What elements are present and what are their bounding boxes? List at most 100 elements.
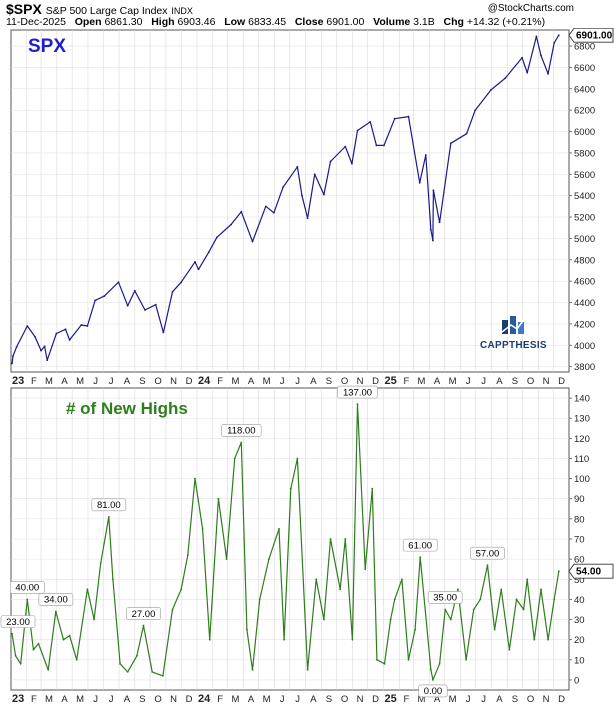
price-data-point: [55, 332, 58, 335]
price-ytick-label: 4200: [574, 319, 595, 330]
price-data-point: [375, 144, 378, 147]
price-data-point: [68, 339, 71, 341]
highs-data-point: [371, 487, 374, 490]
highs-data-point: [296, 457, 299, 460]
date: 11-Dec-2025: [6, 16, 66, 28]
highs-data-point: [389, 618, 392, 621]
highs-annotation-box: [126, 607, 161, 620]
highs-data-point: [142, 624, 145, 627]
price-data-point: [86, 325, 89, 327]
price-data-point: [521, 56, 524, 59]
price-data-point: [356, 129, 359, 132]
price-xtick-label: O: [341, 376, 348, 387]
watermark: @StockCharts.com: [487, 3, 574, 14]
price-data-point: [46, 359, 49, 362]
highs-annotation: 34.00: [38, 593, 74, 606]
logo-bar: [502, 320, 508, 334]
symbol: $SPX: [6, 1, 42, 17]
highs-data-point: [486, 564, 489, 567]
highs-data-point: [540, 588, 542, 591]
price-data-point: [171, 290, 174, 293]
highs-data-point: [217, 497, 220, 500]
highs-ytick-label: 50: [574, 575, 585, 586]
highs-data-point: [493, 628, 496, 631]
price-data-point: [251, 240, 254, 243]
highs-data-point: [54, 610, 57, 613]
highs-data-point: [119, 662, 121, 665]
highs-data-point: [62, 638, 65, 641]
price-data-point: [64, 328, 67, 331]
highs-data-point: [322, 618, 325, 621]
price-xtick-label: M: [76, 376, 84, 387]
price-last-value-text: 6901.00: [576, 31, 613, 42]
highs-data-point: [240, 441, 243, 444]
chg-value: +14.32 (+0.21%): [466, 16, 546, 28]
highs-data-point: [557, 570, 560, 573]
price-data-point: [322, 193, 325, 196]
logo-trend-line: [501, 317, 526, 333]
highs-data-point: [515, 598, 518, 601]
price-data-point: [12, 355, 14, 357]
highs-data-point: [26, 598, 29, 601]
highs-xtick-label: J: [280, 694, 285, 705]
price-data-point: [424, 154, 427, 156]
highs-annotation-label: 118.00: [227, 426, 255, 437]
price-last-value-tag: 6901.00: [568, 28, 614, 43]
highs-data-point: [278, 528, 280, 530]
highs-data-point: [283, 638, 286, 641]
highs-data-point: [472, 608, 475, 611]
highs-data-point: [364, 568, 367, 571]
highs-annotation: 40.00: [10, 581, 45, 594]
highs-xtick-label: M: [449, 694, 457, 705]
price-xtick-label: 25: [385, 375, 397, 387]
highs-annotation: 0.00: [418, 684, 448, 698]
highs-data-point: [400, 578, 403, 581]
price-xtick-label: F: [404, 376, 410, 387]
highs-data-point: [375, 658, 378, 661]
volume-value: 3.1B: [413, 16, 435, 28]
price-data-point: [430, 228, 432, 231]
highs-data-point: [432, 679, 434, 681]
highs-ytick-label: 40: [574, 595, 585, 606]
price-xtick-label: A: [124, 376, 131, 387]
highs-xtick-label: M: [263, 694, 271, 705]
price-data-point: [474, 109, 477, 112]
highs-data-point: [465, 658, 467, 661]
price-data-point: [557, 34, 560, 37]
highs-xtick-label: J: [466, 694, 471, 705]
price-data-point: [449, 142, 452, 145]
price-xtick-label: A: [434, 376, 441, 387]
highs-annotation-label: 40.00: [15, 583, 39, 594]
highs-data-point: [526, 578, 529, 581]
price-last-value-box: [568, 28, 614, 43]
highs-data-point: [246, 628, 248, 631]
highs-data-point: [430, 668, 432, 671]
price-xtick-label: A: [248, 376, 255, 387]
price-data-point: [369, 121, 372, 123]
highs-annotation-box: [10, 581, 45, 594]
price-data-point: [197, 268, 200, 271]
price-data-point: [207, 251, 210, 254]
price-xtick-label: M: [232, 376, 240, 387]
close-label: Close: [294, 16, 324, 28]
price-data-point: [393, 117, 396, 120]
price-xtick-label: F: [31, 376, 37, 387]
price-ytick-label: 5600: [574, 170, 595, 181]
highs-ytick-label: 140: [574, 394, 590, 405]
price-xtick-label: A: [310, 376, 317, 387]
price-ytick-label: 3800: [574, 362, 595, 373]
highs-xtick-label: 24: [198, 693, 211, 705]
price-xtick-label: D: [372, 376, 379, 387]
price-data-point: [526, 71, 529, 74]
highs-data-point: [414, 628, 417, 631]
highs-data-point: [225, 558, 228, 561]
price-data-point: [540, 54, 542, 57]
highs-annotation-label: 61.00: [408, 540, 432, 551]
low-label: Low: [224, 16, 246, 28]
highs-ytick-label: 60: [574, 555, 585, 566]
highs-data-point: [553, 598, 556, 601]
highs-annotation-label: 34.00: [44, 595, 68, 606]
highs-data-point: [306, 668, 309, 671]
price-data-point: [465, 132, 468, 135]
price-xtick-label: J: [93, 376, 98, 387]
